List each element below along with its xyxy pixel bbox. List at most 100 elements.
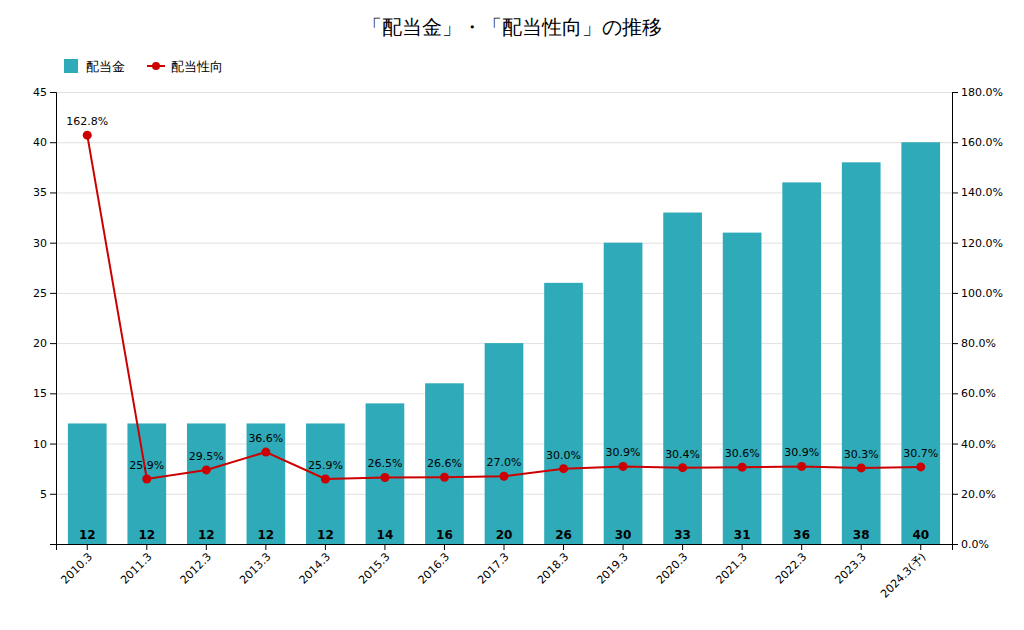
line-label: 30.4%	[665, 448, 700, 461]
axis-line	[57, 545, 953, 551]
y-tick-label: 25	[33, 287, 47, 300]
x-tick-label: 2010.3	[59, 550, 95, 586]
x-tick-label: 2024.3(予)	[878, 550, 928, 600]
marker	[559, 464, 568, 473]
x-tick-label: 2013.3	[237, 550, 273, 586]
y-tick-label: 35	[33, 186, 47, 199]
bar	[842, 162, 881, 544]
y-tick: 35	[33, 186, 56, 199]
line-label: 30.9%	[784, 446, 819, 459]
line-label: 30.9%	[606, 446, 641, 459]
x-tick-label: 2018.3	[535, 550, 571, 586]
line-label: 29.5%	[189, 450, 224, 463]
bar-label: 30	[615, 528, 632, 542]
line-label: 30.3%	[844, 448, 879, 461]
x-tick: 2021.3	[713, 544, 749, 587]
tick-mark	[952, 243, 958, 244]
legend-item: 配当性向	[147, 59, 223, 74]
legend-marker	[152, 62, 160, 70]
y-tick: 25	[33, 287, 56, 300]
line-label: 162.8%	[66, 115, 108, 128]
tick-mark	[952, 393, 958, 394]
x-tick: 2023.3	[833, 544, 869, 587]
line-label: 36.6%	[248, 432, 283, 445]
x-tick-label: 2015.3	[356, 550, 392, 586]
y-tick: 20	[33, 337, 56, 350]
x-tick-label: 2020.3	[654, 550, 690, 586]
x-tick-label: 2017.3	[475, 550, 511, 586]
tick-mark	[801, 544, 802, 550]
bar	[485, 343, 524, 544]
y-tick-label: 10	[33, 438, 47, 451]
tick-mark	[206, 544, 207, 550]
tick-mark	[50, 343, 56, 344]
tick-mark	[325, 544, 326, 550]
bar-label: 12	[258, 528, 275, 542]
marker	[916, 462, 925, 471]
x-tick: 2010.3	[59, 544, 95, 587]
marker	[738, 463, 747, 472]
chart-title: 「配当金」・「配当性向」の推移	[362, 15, 662, 39]
bar	[663, 213, 702, 544]
line	[87, 135, 920, 479]
y2-axis: 0.0%20.0%40.0%60.0%80.0%100.0%120.0%140.…	[952, 86, 1003, 551]
line-label: 27.0%	[487, 456, 522, 469]
bar-label: 12	[317, 528, 334, 542]
chart-container: 2010.32011.32012.32013.32014.32015.32016…	[0, 0, 1024, 630]
y2-tick-label: 180.0%	[961, 86, 1003, 99]
y2-tick: 40.0%	[952, 438, 996, 451]
y-tick-label: 45	[33, 86, 47, 99]
bar-label: 33	[674, 528, 691, 542]
bar	[306, 423, 345, 544]
marks	[68, 131, 940, 544]
y2-tick-label: 100.0%	[961, 287, 1003, 300]
marker	[619, 462, 628, 471]
y2-tick: 120.0%	[952, 237, 1003, 250]
y2-tick-label: 20.0%	[961, 488, 996, 501]
tick-mark	[50, 142, 56, 143]
bar-label: 38	[853, 528, 870, 542]
bar	[187, 423, 226, 544]
y2-tick-label: 80.0%	[961, 337, 996, 350]
tick-mark	[87, 544, 88, 550]
legend-label: 配当金	[86, 59, 125, 74]
bar-label: 20	[496, 528, 513, 542]
x-tick: 2013.3	[237, 544, 273, 587]
tick-mark	[384, 544, 385, 550]
y2-tick-label: 0.0%	[961, 538, 989, 551]
marker	[678, 463, 687, 472]
line-label: 25.9%	[308, 459, 343, 472]
x-tick: 2012.3	[178, 544, 214, 587]
marker	[380, 473, 389, 482]
x-tick-label: 2021.3	[713, 550, 749, 586]
bar	[366, 403, 405, 544]
marker	[142, 474, 151, 483]
data-labels: 121212121214162026303331363840162.8%25.9…	[66, 115, 938, 542]
x-tick-label: 2023.3	[833, 550, 869, 586]
marker	[857, 463, 866, 472]
y-tick-label: 30	[33, 237, 47, 250]
axis-line	[50, 93, 57, 545]
chart-svg: 2010.32011.32012.32013.32014.32015.32016…	[0, 0, 1024, 630]
y2-tick: 80.0%	[952, 337, 996, 350]
legend-swatch	[64, 59, 78, 73]
marker	[321, 474, 330, 483]
y-tick-label: 40	[33, 136, 47, 149]
bar	[425, 383, 464, 544]
bar	[68, 423, 107, 544]
tick-mark	[952, 544, 958, 545]
y-tick: 5	[40, 488, 56, 501]
bar	[544, 283, 583, 544]
marker	[500, 472, 509, 481]
bar-label: 26	[555, 528, 572, 542]
y2-tick: 160.0%	[952, 136, 1003, 149]
x-tick: 2020.3	[654, 544, 690, 587]
tick-mark	[861, 544, 862, 550]
tick-mark	[742, 544, 743, 550]
tick-mark	[952, 192, 958, 193]
tick-mark	[623, 544, 624, 550]
tick-mark	[952, 444, 958, 445]
x-tick-label: 2016.3	[416, 550, 452, 586]
bar	[901, 142, 940, 544]
y2-tick-label: 40.0%	[961, 438, 996, 451]
